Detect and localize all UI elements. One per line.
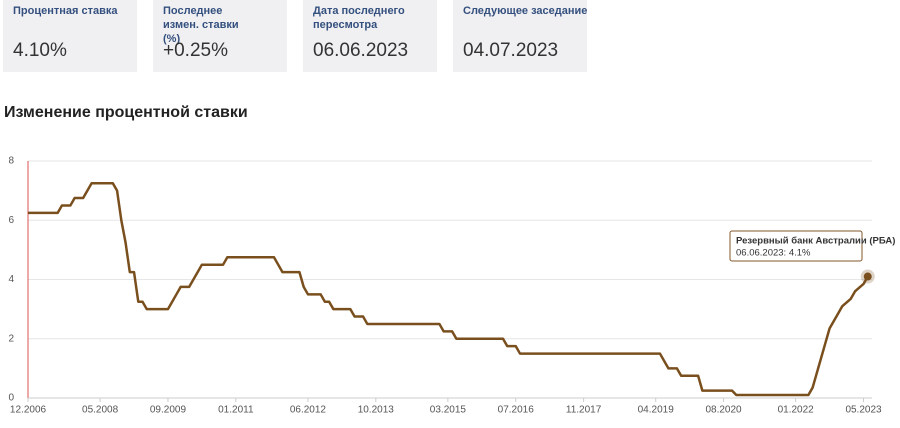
card-value: 06.06.2023	[313, 40, 409, 61]
card-value: +0.25%	[163, 40, 228, 61]
x-tick-label: 10.2013	[358, 405, 395, 416]
card-value: 04.07.2023	[463, 40, 559, 61]
series-line	[28, 181, 869, 397]
x-tick-label: 06.2012	[290, 405, 327, 416]
tooltip-title: Резервный банк Австралии (РБА)	[736, 236, 895, 247]
stat-card: Процентная ставка 4.10%	[3, 0, 137, 72]
x-tick-label: 04.2019	[638, 405, 675, 416]
card-label: Дата последнего пересмотра	[313, 5, 405, 31]
x-tick-label: 09.2009	[150, 405, 187, 416]
card-label: Процентная ставка	[13, 5, 118, 17]
card-value: 4.10%	[13, 40, 67, 61]
x-tick-label: 11.2017	[566, 405, 602, 416]
stat-card: Следующее заседание 04.07.2023	[453, 0, 587, 72]
card-label: Следующее заседание	[463, 5, 588, 17]
x-tick-label: 12.2006	[10, 405, 47, 416]
tooltip-box	[729, 230, 863, 262]
x-tick-label: 07.2016	[498, 405, 535, 416]
x-tick-label: 05.2023	[845, 405, 882, 416]
x-tick-label: 01.2022	[778, 405, 815, 416]
highlight-point	[863, 272, 872, 281]
y-tick-label: 0	[8, 393, 14, 404]
chart-title: Изменение процентной ставки	[4, 104, 248, 121]
x-tick-label: 05.2008	[82, 405, 119, 416]
x-tick-label: 08.2020	[705, 405, 742, 416]
y-tick-label: 4	[8, 274, 14, 285]
y-tick-label: 2	[8, 333, 14, 344]
stat-card: Последнее измен. ставки (%) +0.25%	[153, 0, 287, 72]
y-tick-label: 8	[8, 156, 14, 167]
x-tick-label: 01.2011	[218, 405, 254, 416]
card-label: Последнее измен. ставки (%)	[163, 5, 239, 45]
y-tick-label: 6	[8, 215, 14, 226]
tooltip-text: 06.06.2023: 4.1%	[736, 248, 811, 259]
x-tick-label: 03.2015	[430, 405, 467, 416]
stat-card: Дата последнего пересмотра 06.06.2023	[303, 0, 437, 72]
